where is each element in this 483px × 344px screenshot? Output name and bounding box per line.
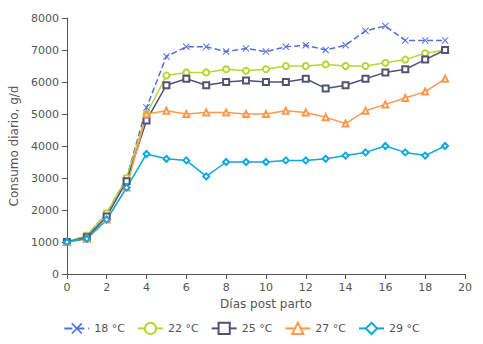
svg-text:12: 12 bbox=[299, 281, 313, 294]
svg-text:20: 20 bbox=[458, 281, 472, 294]
svg-text:7000: 7000 bbox=[31, 44, 59, 57]
svg-text:5000: 5000 bbox=[31, 108, 59, 121]
svg-text:16: 16 bbox=[378, 281, 392, 294]
svg-text:2000: 2000 bbox=[31, 204, 59, 217]
svg-text:2: 2 bbox=[103, 281, 110, 294]
svg-text:27 °C: 27 °C bbox=[315, 322, 346, 335]
svg-text:22 °C: 22 °C bbox=[168, 322, 199, 335]
svg-text:Consumo diario, g/d: Consumo diario, g/d bbox=[7, 86, 21, 207]
svg-text:8: 8 bbox=[223, 281, 230, 294]
svg-text:8000: 8000 bbox=[31, 12, 59, 25]
svg-text:4000: 4000 bbox=[31, 140, 59, 153]
svg-text:0: 0 bbox=[52, 268, 59, 281]
svg-text:10: 10 bbox=[259, 281, 273, 294]
svg-text:18: 18 bbox=[418, 281, 432, 294]
svg-text:3000: 3000 bbox=[31, 172, 59, 185]
svg-text:14: 14 bbox=[339, 281, 353, 294]
svg-text:0: 0 bbox=[63, 281, 70, 294]
svg-text:6000: 6000 bbox=[31, 76, 59, 89]
svg-text:25 °C: 25 °C bbox=[242, 322, 273, 335]
svg-text:29 °C: 29 °C bbox=[389, 322, 420, 335]
svg-text:18 °C: 18 °C bbox=[94, 322, 125, 335]
svg-text:Días post parto: Días post parto bbox=[220, 297, 312, 311]
svg-text:6: 6 bbox=[183, 281, 190, 294]
svg-text:4: 4 bbox=[143, 281, 150, 294]
svg-text:1000: 1000 bbox=[31, 236, 59, 249]
